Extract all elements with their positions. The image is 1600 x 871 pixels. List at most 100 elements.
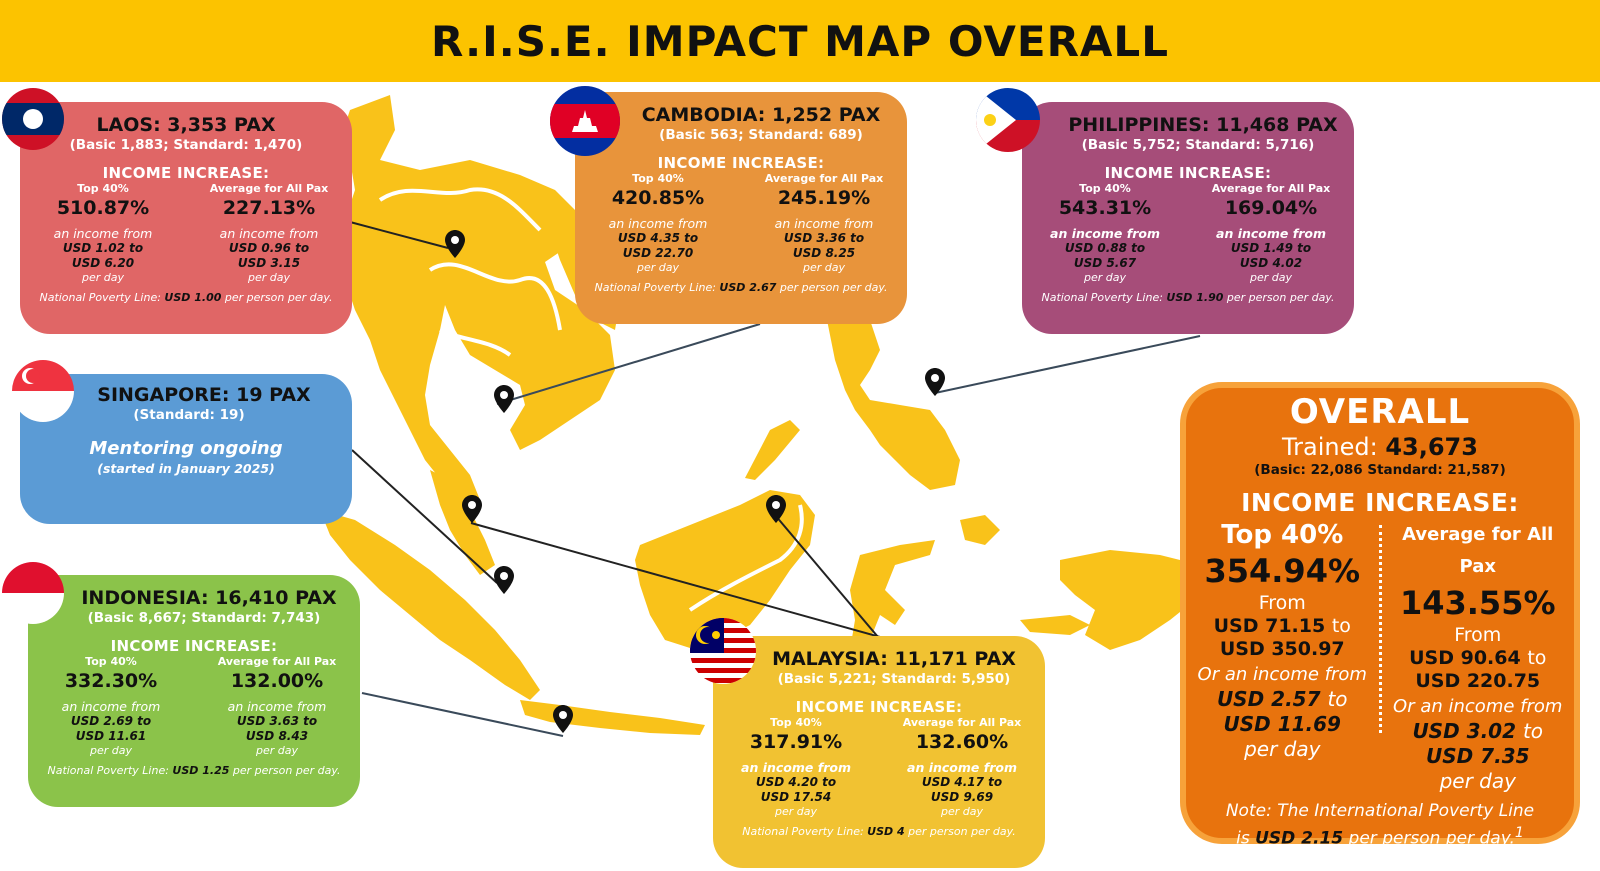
average-column: Average for All Pax 227.13% an income fr… bbox=[186, 182, 352, 285]
malaysia-card[interactable]: MALAYSIA: 11,171 PAX (Basic 5,221; Stand… bbox=[713, 636, 1045, 868]
top40-column: Top 40% 510.87% an income from USD 1.02 … bbox=[20, 182, 186, 285]
maluku-islands bbox=[960, 515, 1000, 545]
npl-value: USD 1.25 bbox=[172, 764, 230, 777]
top40-column: Top 40% 420.85% an income from USD 4.35 … bbox=[575, 172, 741, 275]
column-divider bbox=[1378, 525, 1382, 733]
top40-percent: 543.31% bbox=[1058, 197, 1152, 219]
overall-summary-card[interactable]: OVERALL Trained: 43,673 (Basic: 22,086 S… bbox=[1180, 382, 1580, 849]
income-range: USD 3.36 to bbox=[783, 231, 865, 245]
indonesia-flag-icon bbox=[2, 562, 64, 624]
top40-column: Top 40% 354.94% From USD 71.15 to USD 35… bbox=[1186, 519, 1379, 794]
value: USD 3.02 bbox=[1412, 719, 1516, 743]
npl-label: National Poverty Line: bbox=[47, 764, 169, 777]
income-range: USD 1.02 to bbox=[62, 241, 144, 255]
top40-percent: 510.87% bbox=[56, 197, 150, 219]
income-columns: Top 40% 317.91% an income from USD 4.20 … bbox=[713, 716, 1045, 819]
income-range: USD 5.67 bbox=[1073, 256, 1137, 270]
average-percent: 169.04% bbox=[1224, 197, 1318, 219]
average-column: Average for All Pax 132.60% an income fr… bbox=[879, 716, 1045, 819]
per-day-label: per day bbox=[1249, 271, 1292, 284]
cambodia-card[interactable]: CAMBODIA: 1,252 PAX (Basic 563; Standard… bbox=[575, 92, 907, 324]
average-percent: 132.60% bbox=[915, 731, 1009, 753]
value: USD 2.57 bbox=[1216, 687, 1321, 711]
npl-label: National Poverty Line: bbox=[742, 825, 864, 838]
average-column: Average for All Pax 143.55% From USD 90.… bbox=[1382, 519, 1575, 794]
location-pin-icon[interactable] bbox=[925, 368, 945, 396]
to-label: to bbox=[1331, 615, 1351, 637]
per-day-label: per day bbox=[802, 261, 845, 274]
note-line-1: Note: The International Poverty Line bbox=[1225, 801, 1535, 821]
npl-suffix: per person per day. bbox=[1226, 291, 1335, 304]
top40-label: Top 40% bbox=[770, 716, 822, 729]
top40-label: Top 40% bbox=[77, 182, 129, 195]
philippines-connector bbox=[934, 335, 1201, 394]
income-range: USD 8.25 bbox=[792, 246, 856, 260]
laos-connector bbox=[349, 221, 449, 249]
location-pin-icon[interactable] bbox=[766, 495, 786, 523]
income-range: USD 22.70 bbox=[622, 246, 694, 260]
mainland-landmass bbox=[340, 95, 615, 505]
value: USD 71.15 bbox=[1213, 615, 1326, 637]
location-pin-icon[interactable] bbox=[494, 566, 514, 594]
top40-label: Top 40% bbox=[85, 655, 137, 668]
singapore-subtitle: (Standard: 19) bbox=[133, 407, 245, 423]
income-range: USD 6.20 bbox=[71, 256, 135, 270]
npl-suffix: per person per day. bbox=[232, 764, 341, 777]
malaysia-connector-east bbox=[774, 514, 879, 638]
top40-percent: 332.30% bbox=[64, 670, 158, 692]
income-columns: Top 40% 420.85% an income from USD 4.35 … bbox=[575, 172, 907, 275]
from-label: From bbox=[1258, 592, 1306, 614]
palawan-island bbox=[745, 420, 800, 480]
location-pin-icon[interactable] bbox=[462, 495, 482, 523]
philippines-card[interactable]: PHILIPPINES: 11,468 PAX (Basic 5,752; St… bbox=[1022, 102, 1354, 334]
laos-flag-icon bbox=[2, 88, 64, 150]
location-pin-icon[interactable] bbox=[445, 230, 465, 258]
average-label: Average for All Pax bbox=[1402, 524, 1554, 577]
philippines-subtitle: (Basic 5,752; Standard: 5,716) bbox=[1081, 137, 1315, 153]
malaysia-subtitle: (Basic 5,221; Standard: 5,950) bbox=[777, 671, 1011, 687]
income-from-label: an income from bbox=[1216, 226, 1326, 241]
philippines-flag-icon bbox=[976, 88, 1040, 152]
indonesia-card[interactable]: INDONESIA: 16,410 PAX (Basic 8,667; Stan… bbox=[28, 575, 360, 807]
npl-suffix: per person per day. bbox=[224, 291, 333, 304]
top40-column: Top 40% 543.31% an income from USD 0.88 … bbox=[1022, 182, 1188, 285]
overall-title: OVERALL bbox=[1289, 392, 1471, 432]
income-range: USD 4.20 to bbox=[755, 775, 837, 789]
income-from-label: an income from bbox=[608, 216, 708, 231]
laos-card[interactable]: LAOS: 3,353 PAX (Basic 1,883; Standard: … bbox=[20, 102, 352, 334]
income-range: USD 8.43 bbox=[245, 729, 309, 743]
new-guinea-west bbox=[1060, 550, 1200, 650]
income-range: USD 4.02 bbox=[1239, 256, 1303, 270]
philippines-islands bbox=[825, 300, 960, 490]
income-increase-heading: INCOME INCREASE: bbox=[110, 637, 278, 655]
npl-value: USD 1.00 bbox=[164, 291, 222, 304]
npl-label: National Poverty Line: bbox=[1041, 291, 1163, 304]
income-increase-heading: INCOME INCREASE: bbox=[795, 698, 963, 716]
note-value: USD 2.15 bbox=[1255, 828, 1344, 849]
top40-percent: 317.91% bbox=[749, 731, 843, 753]
singapore-card[interactable]: SINGAPORE: 19 PAX (Standard: 19) Mentori… bbox=[20, 374, 352, 524]
monthly-range-end: USD 220.75 bbox=[1415, 670, 1541, 692]
trained-total: Trained: 43,673 bbox=[1186, 432, 1574, 462]
income-from-label: an income from bbox=[907, 760, 1017, 775]
singapore-status: Mentoring ongoing bbox=[89, 438, 283, 459]
daily-range-end: USD 7.35 bbox=[1425, 744, 1530, 768]
average-label: Average for All Pax bbox=[764, 172, 884, 185]
cambodia-title: CAMBODIA: 1,252 PAX bbox=[641, 104, 881, 126]
average-percent: 245.19% bbox=[777, 187, 871, 209]
malay-peninsula bbox=[430, 470, 495, 575]
average-label: Average for All Pax bbox=[1211, 182, 1331, 195]
to-label: to bbox=[1527, 647, 1547, 669]
per-day-label: per day bbox=[247, 271, 290, 284]
location-pin-icon[interactable] bbox=[553, 705, 573, 733]
average-label: Average for All Pax bbox=[902, 716, 1022, 729]
note-line-2: is USD 2.15 per person per day.1 bbox=[1186, 822, 1574, 850]
cambodia-flag-icon bbox=[550, 86, 620, 156]
per-day-label: per day bbox=[636, 261, 679, 274]
income-columns: Top 40% 543.31% an income from USD 0.88 … bbox=[1022, 182, 1354, 285]
per-day-label: per day bbox=[1244, 737, 1321, 761]
top40-column: Top 40% 332.30% an income from USD 2.69 … bbox=[28, 655, 194, 758]
average-percent: 227.13% bbox=[222, 197, 316, 219]
location-pin-icon[interactable] bbox=[494, 385, 514, 413]
trained-value: 43,673 bbox=[1385, 433, 1478, 461]
